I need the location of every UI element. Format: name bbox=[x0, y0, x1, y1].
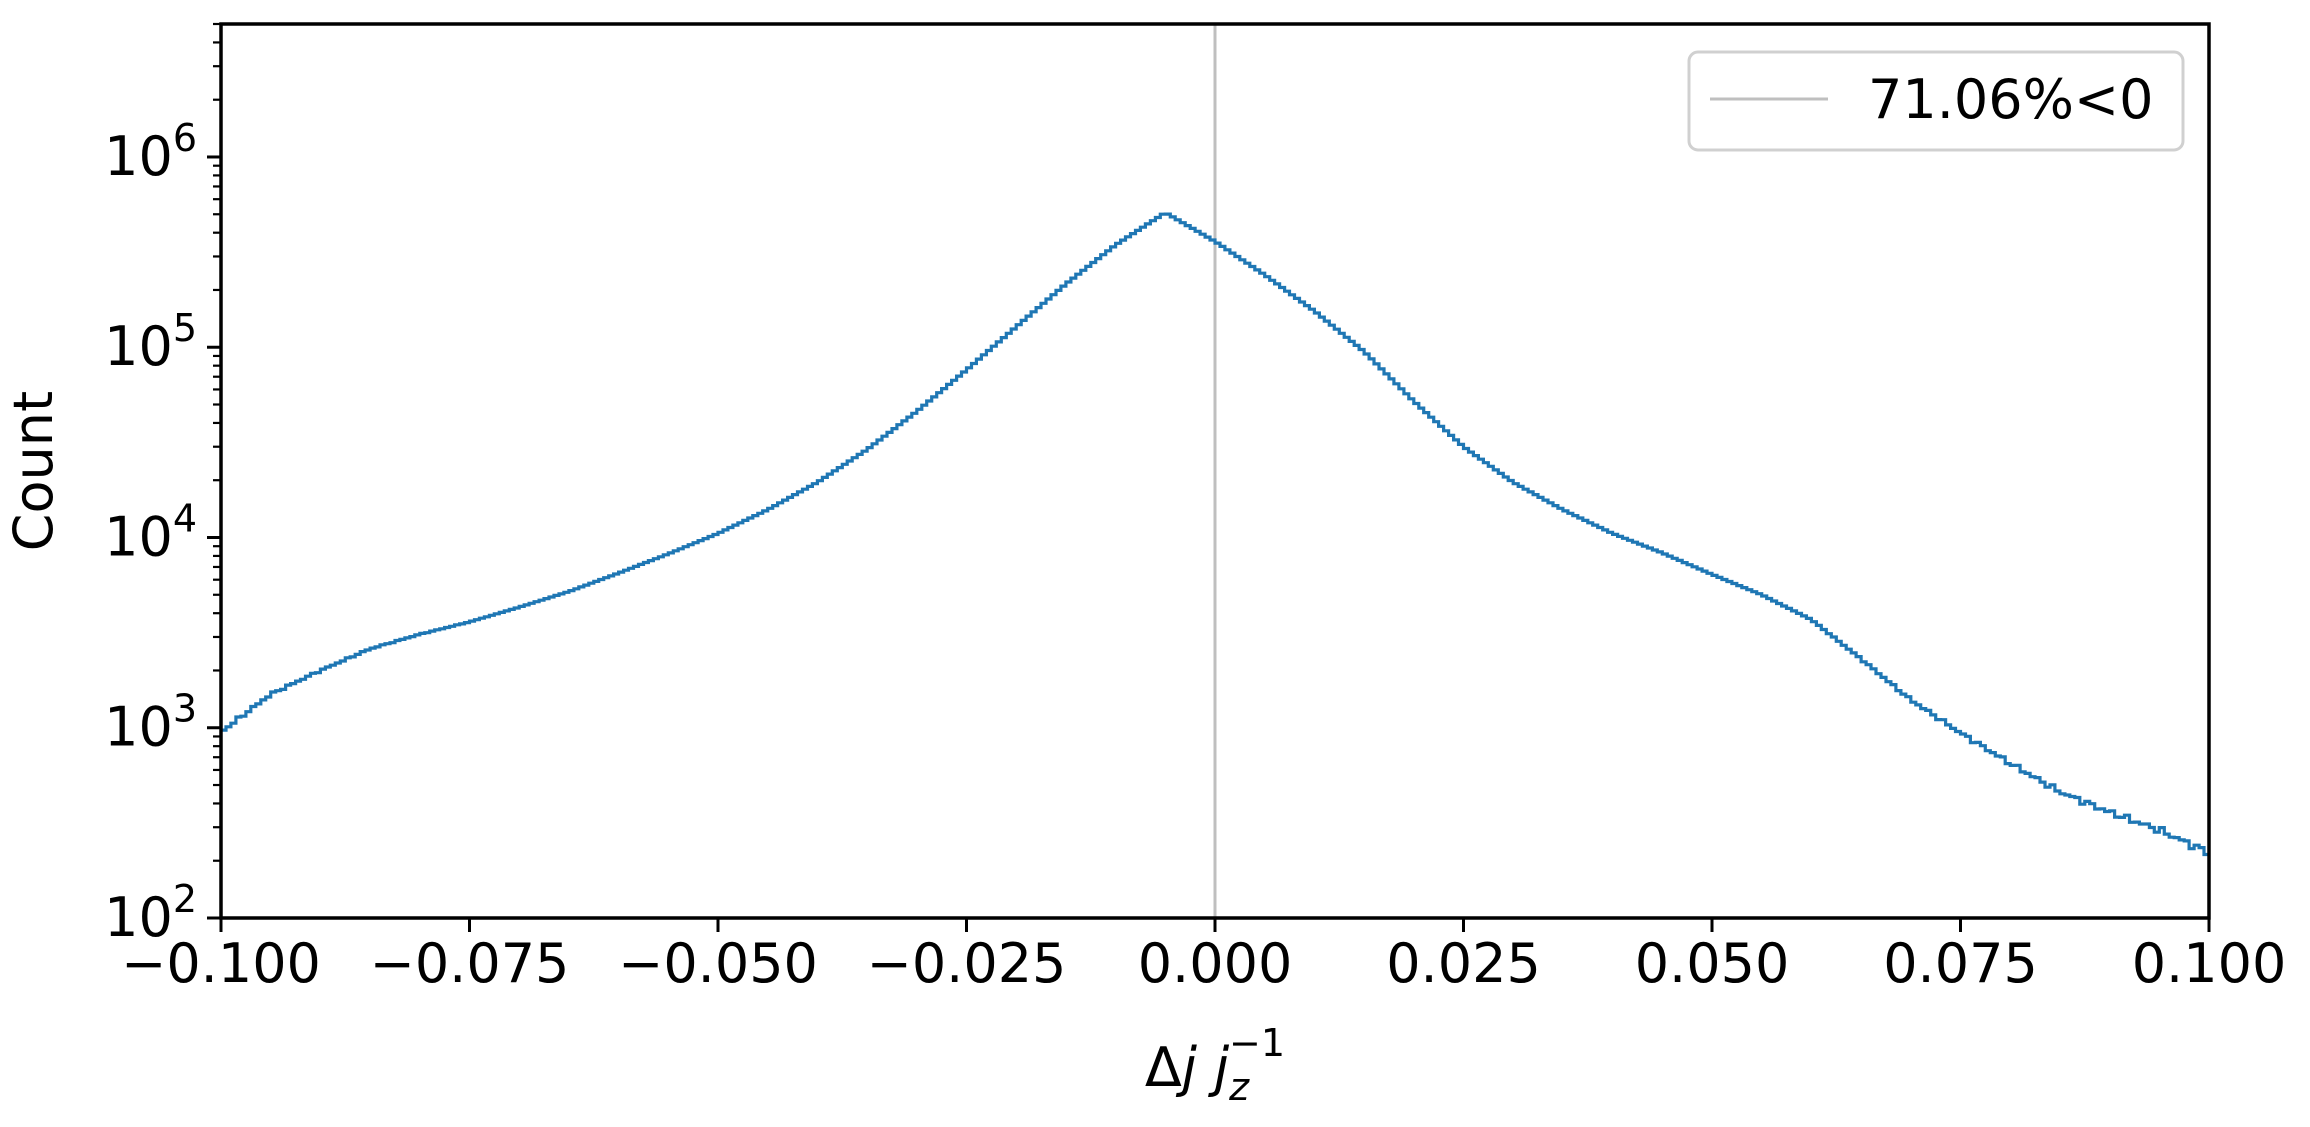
legend: 71.06%<0 bbox=[1687, 50, 2185, 152]
y-tick-label: 103 bbox=[104, 687, 197, 759]
x-label-jz-sup: −1 bbox=[1229, 1021, 1285, 1065]
legend-box bbox=[1687, 50, 2185, 152]
legend-label: 71.06%<0 bbox=[1868, 68, 2154, 131]
y-axis-label: Count bbox=[2, 391, 65, 551]
y-tick-label: 105 bbox=[104, 306, 197, 378]
x-label-delta: Δ bbox=[1145, 1036, 1182, 1099]
y-tick-label: 102 bbox=[104, 877, 197, 949]
y-tick-label: 104 bbox=[104, 496, 197, 568]
x-tick-label: −0.100 bbox=[121, 932, 321, 995]
x-axis-label: Δj jz−1 bbox=[1145, 1021, 1285, 1109]
x-tick-label: 0.075 bbox=[1883, 932, 2038, 995]
histogram-series-0 bbox=[221, 212, 2209, 857]
x-label-jz-sub: z bbox=[1228, 1065, 1250, 1109]
x-tick-label: −0.050 bbox=[618, 932, 818, 995]
x-tick-label: 0.000 bbox=[1138, 932, 1293, 995]
x-tick-label: 0.100 bbox=[2132, 932, 2287, 995]
y-tick-label: 106 bbox=[104, 116, 197, 188]
x-tick-label: −0.025 bbox=[867, 932, 1067, 995]
x-axis-ticks: −0.100 −0.075 −0.050 −0.025 0.000 0.025 0.050 0… bbox=[121, 918, 2286, 995]
x-tick-label: 0.050 bbox=[1635, 932, 1790, 995]
y-axis-ticks: 102 103 104 105 106 bbox=[104, 22, 221, 949]
x-tick-label: 0.025 bbox=[1386, 932, 1541, 995]
plot-frame bbox=[219, 22, 2211, 920]
plot-content bbox=[221, 24, 2209, 918]
x-tick-label: −0.075 bbox=[370, 932, 570, 995]
